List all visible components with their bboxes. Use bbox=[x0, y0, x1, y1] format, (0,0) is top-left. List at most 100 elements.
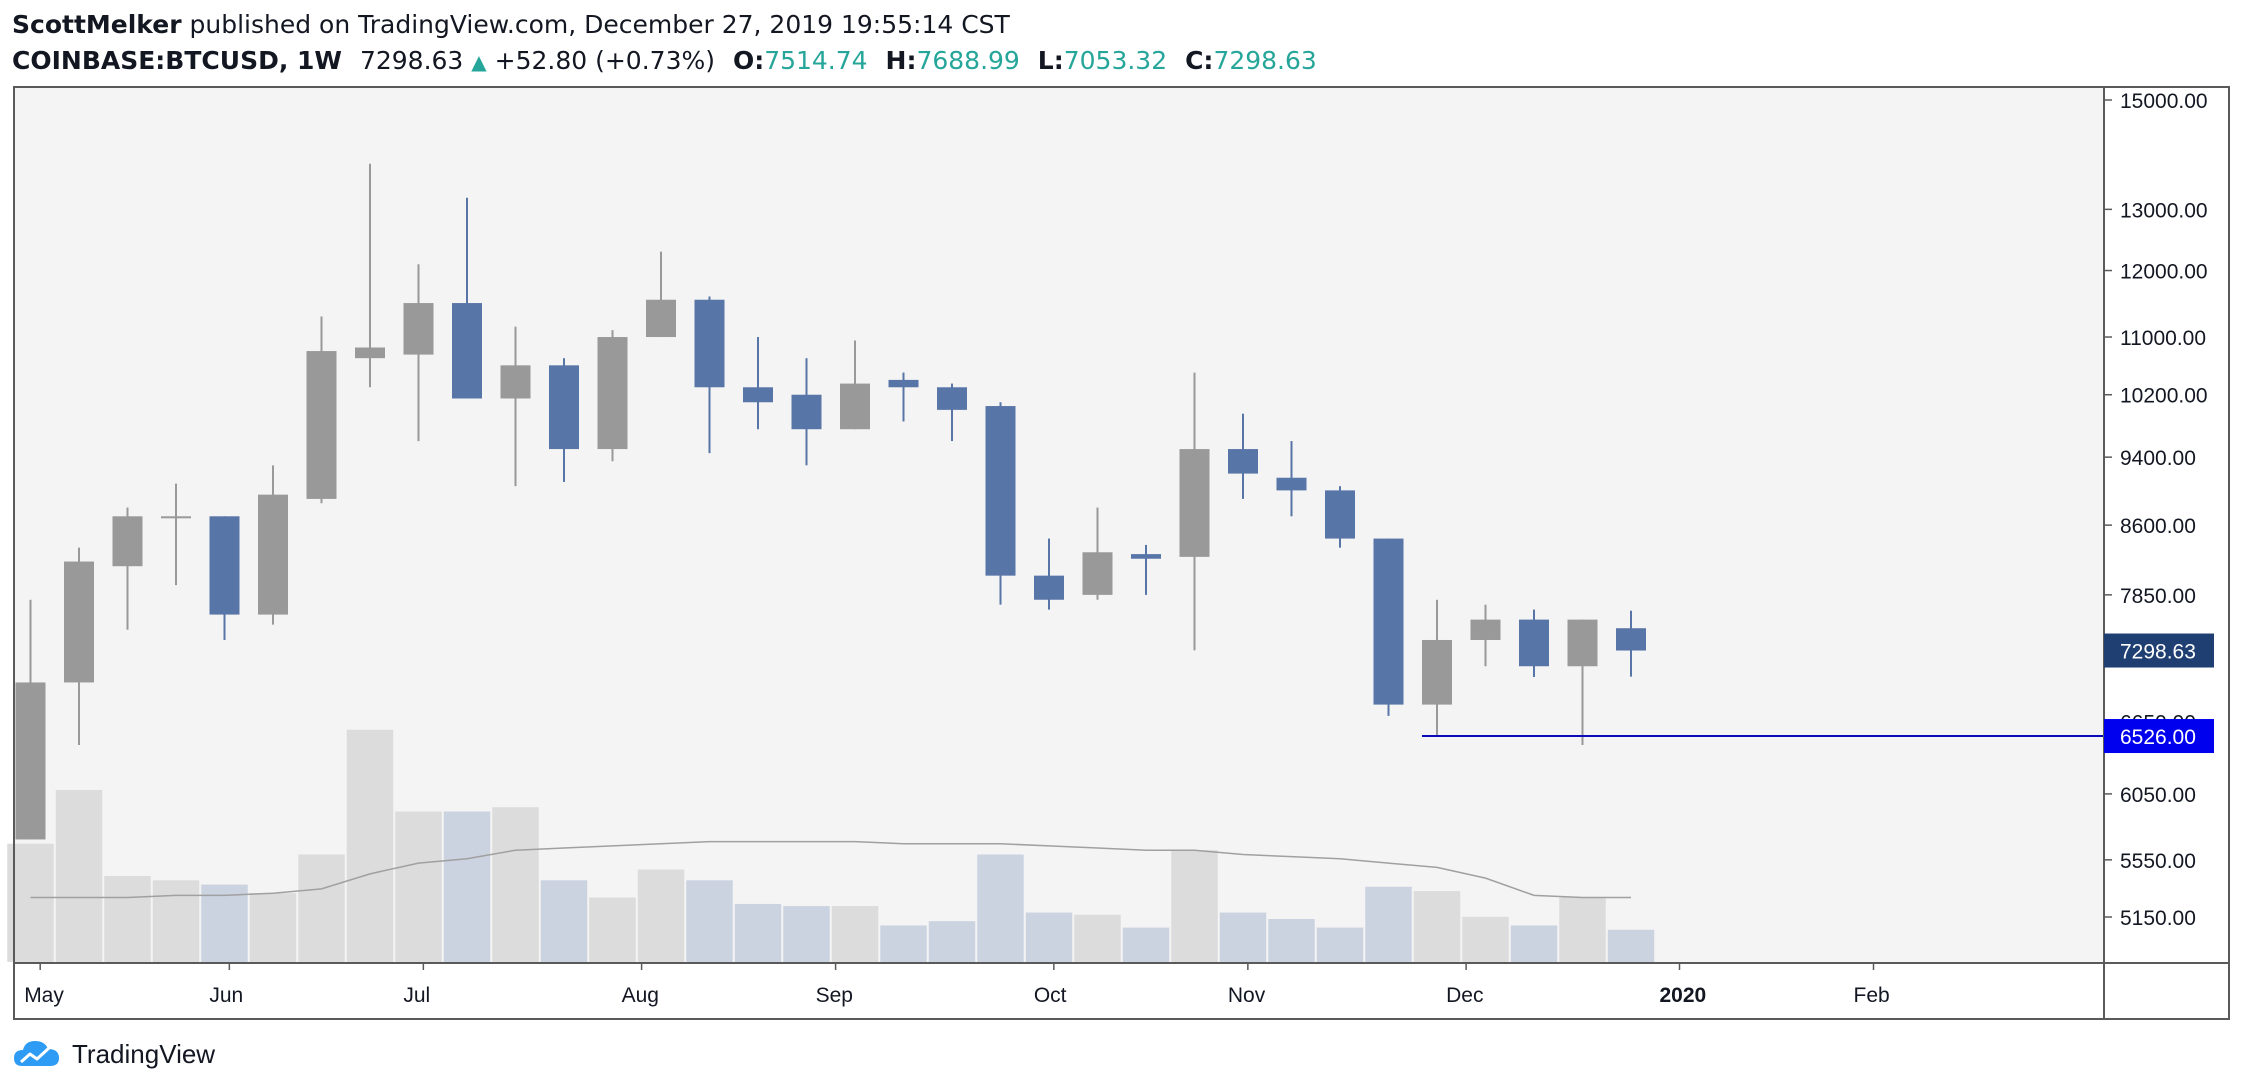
candle[interactable] bbox=[549, 358, 579, 482]
time-tick-label: May bbox=[24, 984, 64, 1007]
chart-frame bbox=[13, 86, 2230, 1020]
candle[interactable] bbox=[1179, 372, 1210, 651]
open-label: O: bbox=[732, 46, 765, 75]
published-text: published on TradingView.com, December 2… bbox=[189, 10, 1010, 39]
candle[interactable] bbox=[1228, 413, 1258, 499]
volume-bar bbox=[783, 906, 830, 962]
candle[interactable] bbox=[937, 383, 967, 442]
candle-body bbox=[888, 379, 919, 388]
price-tick-label: 13000.00 bbox=[2120, 199, 2208, 222]
candle-body bbox=[694, 299, 725, 388]
candle[interactable] bbox=[646, 251, 676, 338]
candle[interactable] bbox=[1470, 604, 1501, 667]
candle[interactable] bbox=[64, 547, 94, 745]
time-tick-label: 2020 bbox=[1660, 984, 1707, 1007]
candle[interactable] bbox=[1567, 619, 1598, 745]
time-tick-label: Aug bbox=[622, 984, 659, 1007]
volume-bar bbox=[1462, 916, 1509, 962]
candle[interactable] bbox=[306, 316, 337, 504]
time-tick-label: Jun bbox=[209, 984, 243, 1007]
candle[interactable] bbox=[1082, 507, 1113, 600]
candle[interactable] bbox=[1422, 599, 1452, 737]
candle-body bbox=[597, 337, 628, 450]
volume-bar bbox=[104, 876, 151, 962]
volume-bar bbox=[1559, 897, 1606, 962]
candle[interactable] bbox=[888, 372, 919, 422]
candle[interactable] bbox=[500, 326, 531, 487]
high-label: H: bbox=[885, 46, 917, 75]
chart-header: ScottMelker published on TradingView.com… bbox=[12, 8, 2212, 79]
candle[interactable] bbox=[1519, 609, 1549, 678]
volume-bar bbox=[55, 790, 103, 962]
candle[interactable] bbox=[209, 516, 240, 640]
candle-body bbox=[1228, 449, 1258, 474]
candle[interactable] bbox=[1373, 538, 1404, 716]
candle[interactable] bbox=[161, 483, 191, 586]
symbol-label[interactable]: COINBASE:BTCUSD, 1W bbox=[12, 46, 342, 75]
candle[interactable] bbox=[112, 507, 143, 630]
candle[interactable] bbox=[1616, 610, 1646, 677]
volume-bar bbox=[1219, 912, 1267, 962]
change-up-arrow-icon: ▲ bbox=[471, 50, 487, 74]
candle-body bbox=[1422, 639, 1452, 705]
volume-bar bbox=[492, 807, 539, 962]
candle-body bbox=[646, 299, 676, 338]
candle[interactable] bbox=[743, 337, 773, 430]
candle[interactable] bbox=[791, 358, 822, 466]
candle[interactable] bbox=[694, 296, 725, 454]
candle[interactable] bbox=[840, 340, 870, 430]
candle-body bbox=[112, 516, 143, 567]
candle[interactable] bbox=[15, 599, 46, 840]
candle[interactable] bbox=[258, 465, 288, 625]
price-tick-label: 15000.00 bbox=[2120, 90, 2208, 113]
candle-body bbox=[1325, 490, 1355, 539]
volume-moving-average-line bbox=[30, 840, 1631, 899]
volume-bar bbox=[928, 921, 976, 962]
volume-bar bbox=[1510, 925, 1558, 962]
candle[interactable] bbox=[355, 163, 385, 388]
candle[interactable] bbox=[403, 264, 434, 442]
candle-body bbox=[743, 387, 773, 403]
tradingview-cloud-icon[interactable] bbox=[12, 1036, 64, 1072]
candle[interactable] bbox=[1276, 441, 1307, 517]
time-tick-label: Dec bbox=[1446, 984, 1483, 1007]
price-axis[interactable]: 15000.00 13000.00 12000.00 11000.00 10200.00… bbox=[2104, 90, 2208, 930]
candle-body bbox=[791, 394, 822, 430]
candle[interactable] bbox=[1325, 486, 1355, 548]
volume-bar bbox=[1413, 891, 1461, 962]
volume-bar bbox=[540, 880, 588, 962]
candle-body bbox=[1616, 628, 1646, 651]
volume-bar bbox=[1171, 850, 1218, 962]
volume-bar bbox=[1268, 919, 1315, 962]
candle-body bbox=[161, 516, 191, 519]
price-tick-label: 11000.00 bbox=[2120, 327, 2206, 350]
close-label: C: bbox=[1185, 46, 1214, 75]
time-tick-label: Sep bbox=[816, 984, 853, 1007]
time-axis[interactable]: May Jun Jul Aug Sep Oct Nov Dec 2020 Feb bbox=[24, 963, 1890, 1007]
candle[interactable] bbox=[452, 197, 482, 399]
price-tick-label: 9400.00 bbox=[2120, 447, 2196, 470]
plot-area[interactable] bbox=[14, 87, 2104, 963]
support-price-tag-text: 6526.00 bbox=[2120, 726, 2196, 749]
candle-body bbox=[937, 387, 967, 410]
last-price-tag-text: 7298.63 bbox=[2120, 641, 2196, 664]
volume-bar bbox=[880, 925, 927, 962]
volume-bar bbox=[1316, 927, 1364, 962]
footer: TradingView bbox=[12, 1036, 215, 1072]
candle-body bbox=[1519, 619, 1549, 667]
volume-bar bbox=[201, 884, 248, 962]
volume-bar bbox=[152, 880, 200, 962]
author-name[interactable]: ScottMelker bbox=[12, 10, 182, 39]
footer-brand[interactable]: TradingView bbox=[72, 1038, 216, 1069]
price-tick-label: 7850.00 bbox=[2120, 585, 2196, 608]
candle-body bbox=[1276, 477, 1307, 491]
candle[interactable] bbox=[985, 402, 1016, 605]
candle-body bbox=[1131, 554, 1161, 559]
candle[interactable] bbox=[597, 330, 628, 462]
candle[interactable] bbox=[1034, 538, 1064, 610]
candle-body bbox=[209, 516, 240, 615]
volume-bar bbox=[249, 893, 297, 962]
candle[interactable] bbox=[1131, 544, 1161, 595]
price-tick-label: 10200.00 bbox=[2120, 385, 2208, 408]
